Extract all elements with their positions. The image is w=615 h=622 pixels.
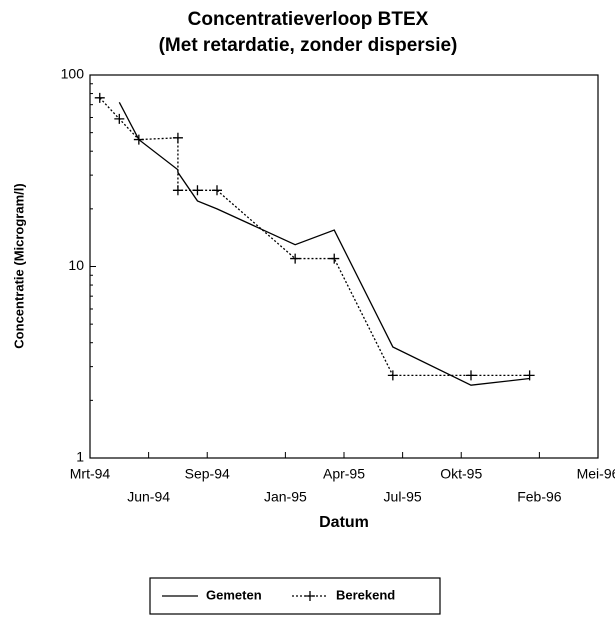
point-marker: [212, 185, 222, 196]
x-axis-title: Datum: [319, 514, 369, 531]
chart-title: Concentratieverloop BTEX: [188, 9, 429, 30]
legend-label: Berekend: [336, 587, 395, 602]
point-marker: [114, 113, 125, 124]
y-axis-title: Concentratie (Microgram/l): [11, 183, 26, 348]
y-tick-label: 10: [68, 257, 84, 273]
plot-frame: [89, 74, 599, 459]
legend-marker: [305, 591, 315, 601]
chart-subtitle: (Met retardatie, zonder dispersie): [159, 35, 458, 56]
point-marker: [172, 185, 183, 196]
series-line: [118, 102, 530, 386]
x-tick-label: Mei-96: [577, 466, 615, 482]
x-tick-label: Apr-95: [323, 466, 365, 482]
x-tick-label: Jan-95: [264, 489, 307, 505]
x-tick-label: Feb-96: [517, 489, 562, 505]
y-tick-label: 1: [76, 449, 84, 465]
x-tick-label: Jun-94: [127, 489, 170, 505]
x-tick-label: Sep-94: [185, 466, 230, 482]
point-marker: [329, 253, 340, 264]
point-marker: [94, 92, 105, 103]
point-marker: [133, 134, 144, 145]
x-tick-label: Okt-95: [440, 466, 482, 482]
point-marker: [524, 370, 535, 381]
point-marker: [172, 132, 183, 143]
point-marker: [192, 185, 203, 196]
x-tick-label: Jul-95: [384, 489, 422, 505]
point-marker: [290, 253, 301, 264]
x-tick-label: Mrt-94: [70, 466, 111, 482]
y-tick-label: 100: [61, 66, 85, 82]
point-marker: [466, 370, 476, 381]
legend-box: [149, 577, 441, 615]
legend-label: Gemeten: [206, 587, 262, 602]
series-line: [99, 97, 530, 377]
point-marker: [387, 370, 398, 381]
